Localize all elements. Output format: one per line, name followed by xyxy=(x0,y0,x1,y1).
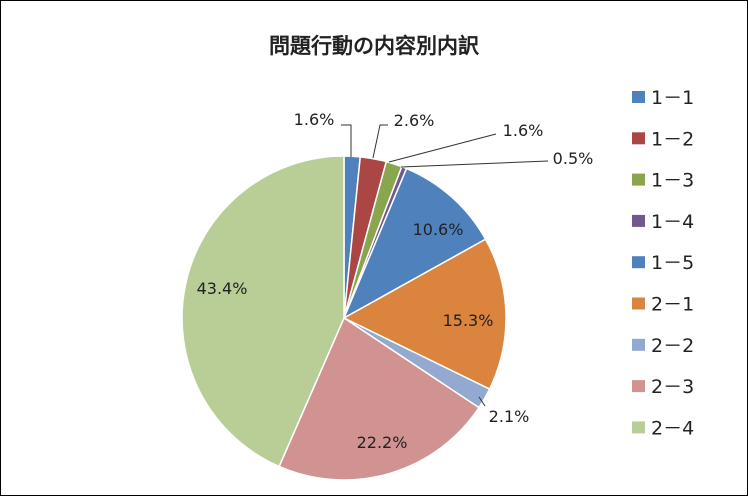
legend-label-2－4: 2－4 xyxy=(651,417,694,439)
legend-swatch-2－1 xyxy=(632,297,645,310)
legend-swatch-1－3 xyxy=(632,173,645,186)
leader-line xyxy=(400,160,549,168)
leader-line xyxy=(478,396,486,407)
legend-swatch-1－2 xyxy=(632,132,645,145)
data-label-2－3: 22.2% xyxy=(357,433,408,452)
legend-swatch-1－5 xyxy=(632,256,645,269)
legend-swatch-2－3 xyxy=(632,380,645,393)
data-label-2－2: 2.1% xyxy=(489,407,530,426)
legend-label-2－3: 2－3 xyxy=(651,376,694,398)
leader-line xyxy=(372,124,388,159)
legend-label-2－2: 2－2 xyxy=(651,335,694,357)
legend-swatch-1－4 xyxy=(632,214,645,227)
data-label-1－2: 2.6% xyxy=(394,111,435,130)
data-label-1－1: 1.6% xyxy=(294,110,335,129)
pie-slice-2－1 xyxy=(342,238,507,391)
legend-label-1－2: 1－2 xyxy=(651,128,694,150)
data-label-1－3: 1.6% xyxy=(503,121,544,140)
leader-line xyxy=(388,133,497,163)
data-label-2－1: 15.3% xyxy=(443,311,494,330)
data-label-1－5: 10.6% xyxy=(413,220,464,239)
chart-title: 問題行動の内容別内訳 xyxy=(269,34,480,58)
legend-swatch-1－1 xyxy=(632,91,645,103)
legend-label-1－4: 1－4 xyxy=(651,211,694,233)
pie-slice-1－5 xyxy=(342,167,487,320)
pie-slice-2－4 xyxy=(181,155,345,468)
legend-label-2－1: 2－1 xyxy=(651,294,694,316)
leader-line xyxy=(341,124,352,157)
pie-slice-2－3 xyxy=(278,316,480,481)
data-label-1－4: 0.5% xyxy=(553,149,594,168)
legend-label-1－3: 1－3 xyxy=(651,170,694,192)
legend-label-1－1: 1－1 xyxy=(651,87,694,109)
legend-swatch-2－4 xyxy=(632,421,645,434)
legend-swatch-2－2 xyxy=(632,338,645,351)
data-label-2－4: 43.4% xyxy=(197,279,248,298)
legend-label-1－5: 1－5 xyxy=(651,252,694,274)
